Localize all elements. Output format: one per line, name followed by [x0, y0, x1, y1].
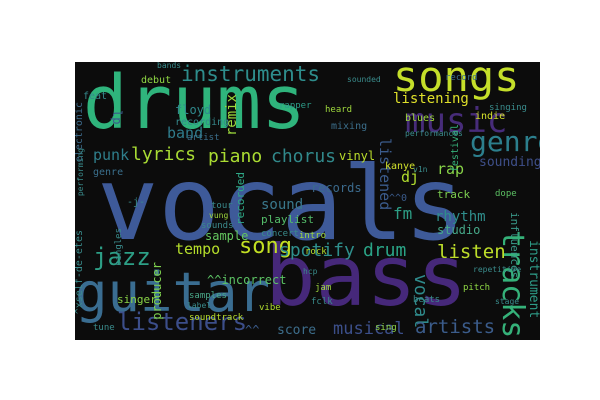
word-record: record: [445, 73, 478, 83]
word-cloud: vocals drums bass guitar songs music ins…: [75, 62, 540, 340]
word-remix: remix: [224, 94, 240, 137]
word-vinyl2: v1n: [413, 165, 428, 174]
word-rap: rap: [437, 160, 465, 178]
word-repetitive: repetitive: [473, 265, 522, 274]
word-spotify: spotify: [279, 240, 355, 261]
word-concert: concert: [261, 229, 299, 239]
word-vocal: vocal: [410, 274, 431, 329]
word-chorus: chorus: [271, 146, 337, 167]
word-mixing: mixing: [331, 121, 368, 132]
word-label: label: [187, 301, 212, 310]
word-sounded: sounded: [347, 75, 381, 84]
word-singer: singer: [117, 293, 157, 306]
word-samples: samples: [189, 291, 227, 301]
word-band: band: [167, 124, 204, 142]
word-music: music: [405, 101, 508, 141]
word-rock: rock: [305, 247, 327, 257]
word-sounds: sounds: [201, 221, 234, 231]
word-guitar: guitar: [75, 261, 271, 324]
word-tune: tune: [93, 323, 115, 333]
word-zero: ^^0: [389, 193, 408, 204]
word-vibe: vibe: [259, 303, 281, 313]
word-sing: sing: [375, 323, 397, 333]
word-tracks: tracks: [495, 230, 530, 339]
word-lp: lp: [110, 110, 124, 125]
word-heard: heard: [325, 105, 353, 115]
word-listeners: listeners: [117, 308, 248, 336]
word-musical: musical: [333, 319, 405, 339]
word-instrument: instrument: [526, 240, 540, 319]
word-instruments: instruments: [181, 62, 321, 86]
word-performing: performing: [76, 148, 85, 197]
word-song: song: [239, 234, 292, 259]
word-rapper: rapper: [279, 101, 312, 111]
word-sample: sample: [205, 229, 249, 243]
word-track: track: [437, 188, 471, 201]
word-soundtrack: soundtrack: [189, 313, 244, 323]
word-stage: stage: [495, 297, 520, 306]
word-fm: fm: [393, 204, 413, 223]
word-singles: singles: [114, 228, 124, 266]
word-pitch: pitch: [463, 283, 491, 293]
word-playlist: playlist: [261, 213, 314, 226]
word-genres: genres: [470, 125, 540, 158]
word-influences: influences: [508, 212, 521, 279]
word-bands: bands: [157, 62, 182, 70]
word-records: records: [311, 181, 362, 195]
word-artists: artists: [415, 316, 496, 338]
word-beats: beats: [413, 295, 441, 305]
word-bass: bass: [265, 227, 468, 325]
word-dope: dope: [495, 189, 517, 199]
word-artist: artist: [187, 133, 220, 143]
word-debut: debut: [141, 75, 172, 86]
word-listened: listened: [376, 138, 394, 211]
word-tempo: tempo: [175, 240, 221, 258]
word-vinyl: vinyl: [339, 149, 376, 163]
word-xself: ^xself-de-etes: [75, 230, 85, 315]
word-caret: ^^: [245, 323, 260, 337]
word-indie: indie: [475, 111, 506, 122]
word-fclk: fclk: [311, 297, 333, 307]
word-sounding: sounding: [479, 155, 540, 170]
word-recorded: recorded: [234, 172, 247, 225]
word-recording: recording: [175, 117, 230, 128]
word-jl: -j-: [127, 197, 146, 208]
word-vung: vung: [209, 211, 229, 220]
word-incorrect: ^^incorrect: [207, 273, 287, 287]
word-blues: blues: [405, 113, 436, 124]
word-listen: listen: [437, 241, 506, 263]
word-vocals: vocals: [97, 145, 466, 264]
word-listening: listening: [393, 91, 469, 107]
word-score: score: [277, 323, 317, 338]
word-hcp: hcp: [303, 267, 318, 276]
word-tour: tour: [211, 201, 233, 211]
word-rhythm: rhythm: [435, 209, 486, 225]
word-producer: producer: [150, 262, 164, 320]
word-piano: piano: [208, 146, 263, 167]
word-lyrics: lyrics: [131, 144, 197, 165]
word-songs: songs: [393, 62, 520, 101]
word-genre: genre: [93, 167, 124, 178]
word-jam: jam: [315, 283, 332, 293]
word-intro: intro: [299, 231, 327, 241]
word-kanye: kanye: [385, 161, 416, 172]
word-studio: studio: [437, 223, 481, 237]
word-floyd: floyd: [175, 103, 212, 117]
word-feat: feat: [83, 91, 108, 102]
word-sound: sound: [261, 197, 304, 213]
word-performances: performances: [405, 129, 463, 138]
word-jazz: jazz: [93, 243, 151, 271]
word-dj: dj: [401, 168, 420, 186]
word-drum: drum: [363, 240, 407, 261]
word-punk: punk: [93, 146, 130, 164]
word-drums: drums: [83, 62, 306, 146]
word-singing: singing: [489, 103, 527, 113]
